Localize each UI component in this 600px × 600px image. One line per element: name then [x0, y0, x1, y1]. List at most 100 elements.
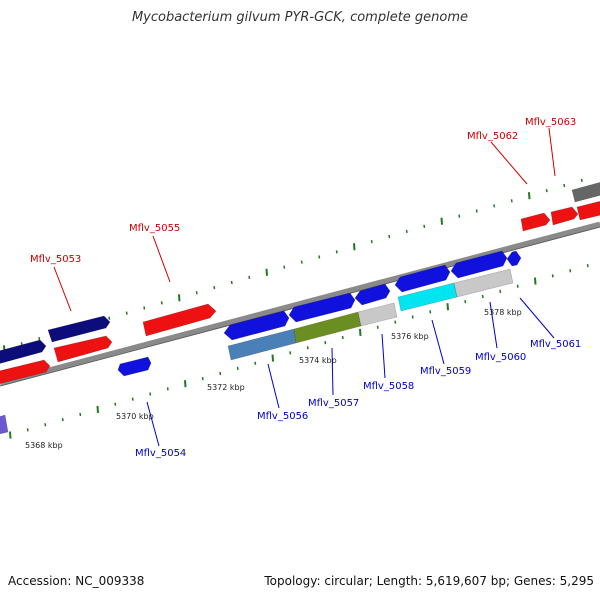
gene-label-5059[interactable]: Mflv_5059 [420, 366, 471, 377]
tick-mark [289, 351, 292, 355]
leader-5059 [431, 319, 445, 365]
gene-red-5055[interactable] [142, 303, 217, 337]
tick-mark [131, 397, 134, 401]
leader-5060 [489, 301, 498, 349]
tick-mark [569, 269, 572, 273]
tick-mark [376, 325, 379, 329]
leader-5061 [519, 297, 555, 339]
tick-mark [230, 280, 233, 285]
tick-mark [335, 250, 338, 254]
tick-mark [446, 303, 449, 311]
tick-mark [96, 405, 99, 413]
gene-blue-f1[interactable] [223, 310, 290, 341]
reverse-tick-track [9, 264, 589, 439]
topology-text: Topology: circular; Length: 5,619,607 bp… [264, 574, 594, 588]
gene-navy-a[interactable] [0, 339, 47, 364]
tick-mark [125, 311, 128, 315]
gene-label-5056[interactable]: Mflv_5056 [257, 411, 308, 422]
gene-blue-5054[interactable] [117, 356, 152, 377]
gene-red-5063[interactable] [550, 206, 579, 226]
tick-mark [580, 178, 583, 183]
tick-mark [26, 428, 29, 432]
gene-red-b[interactable] [53, 335, 113, 363]
tick-mark [254, 361, 257, 365]
tick-mark [143, 306, 146, 310]
tick-mark [563, 183, 566, 188]
tick-mark [423, 224, 426, 228]
gene-label-5060[interactable]: Mflv_5060 [475, 352, 526, 363]
gene-navy-b[interactable] [47, 315, 111, 343]
tick-mark [184, 380, 187, 388]
gene-blue-f2[interactable] [288, 292, 356, 323]
gene-blue-f3[interactable] [354, 283, 391, 306]
scale-label-5376: 5376 kbp [391, 332, 429, 341]
tick-mark [213, 285, 216, 290]
tick-mark [429, 310, 432, 314]
gene-blue-f5[interactable] [450, 250, 508, 279]
tick-mark [79, 412, 82, 417]
gene-label-5055[interactable]: Mflv_5055 [129, 223, 180, 234]
gene-blue-f4[interactable] [394, 264, 451, 293]
gene-label-5054[interactable]: Mflv_5054 [135, 448, 186, 459]
scale-label-5378: 5378 kbp [484, 308, 522, 317]
tick-mark [219, 371, 222, 376]
leader-5054 [146, 401, 160, 447]
tick-mark [388, 234, 391, 239]
tick-mark [283, 265, 286, 269]
tick-mark [265, 268, 268, 276]
gene-label-5062[interactable]: Mflv_5062 [467, 131, 518, 142]
tick-mark [516, 284, 519, 288]
tick-mark [458, 214, 461, 218]
gene-grey-5058[interactable] [357, 302, 398, 327]
tick-mark [528, 192, 531, 200]
tick-mark [324, 341, 327, 345]
tick-mark [499, 289, 502, 293]
tick-mark [20, 342, 23, 346]
genome-backbone [0, 221, 600, 386]
tick-mark [405, 229, 408, 234]
gene-red-a[interactable] [0, 359, 51, 384]
scale-label-5372: 5372 kbp [207, 383, 245, 392]
gene-label-5058[interactable]: Mflv_5058 [363, 381, 414, 392]
tick-mark [236, 366, 239, 370]
tick-mark [300, 260, 303, 264]
tick-mark [201, 376, 204, 381]
tick-mark [178, 294, 181, 302]
tick-mark [464, 299, 467, 304]
tick-mark [271, 354, 274, 362]
leader-5055 [152, 235, 171, 283]
tick-mark [166, 387, 169, 391]
leader-5057 [331, 347, 334, 396]
gene-label-5057[interactable]: Mflv_5057 [308, 398, 359, 409]
tick-mark [318, 255, 321, 259]
leader-5058 [381, 333, 386, 379]
leader-5063 [548, 127, 556, 177]
leader-5056 [267, 363, 280, 409]
tick-mark [114, 402, 117, 406]
tick-mark [248, 275, 251, 279]
tick-mark [481, 294, 484, 299]
gene-grey-5060[interactable] [453, 268, 514, 298]
gene-red-edge[interactable] [576, 200, 600, 221]
tick-mark [411, 315, 414, 319]
gene-red-5062[interactable] [520, 212, 551, 232]
tick-mark [551, 274, 554, 278]
gene-label-5063[interactable]: Mflv_5063 [525, 117, 576, 128]
tick-mark [370, 240, 373, 244]
tick-mark [475, 209, 478, 213]
gene-purple-edge[interactable] [0, 414, 9, 435]
gene-label-5061[interactable]: Mflv_5061 [530, 339, 581, 350]
gene-blue-f6[interactable] [506, 250, 522, 267]
gene-grey-edge[interactable] [571, 181, 600, 203]
tick-mark [394, 320, 397, 324]
tick-mark [108, 316, 111, 320]
tick-mark [160, 301, 163, 305]
tick-mark [306, 346, 309, 350]
accession-text: Accession: NC_009338 [8, 574, 145, 588]
leader-5062 [490, 141, 528, 185]
tick-mark [359, 328, 362, 336]
scale-label-5368: 5368 kbp [25, 441, 63, 450]
tick-mark [149, 392, 152, 396]
gene-label-5053[interactable]: Mflv_5053 [30, 254, 81, 265]
